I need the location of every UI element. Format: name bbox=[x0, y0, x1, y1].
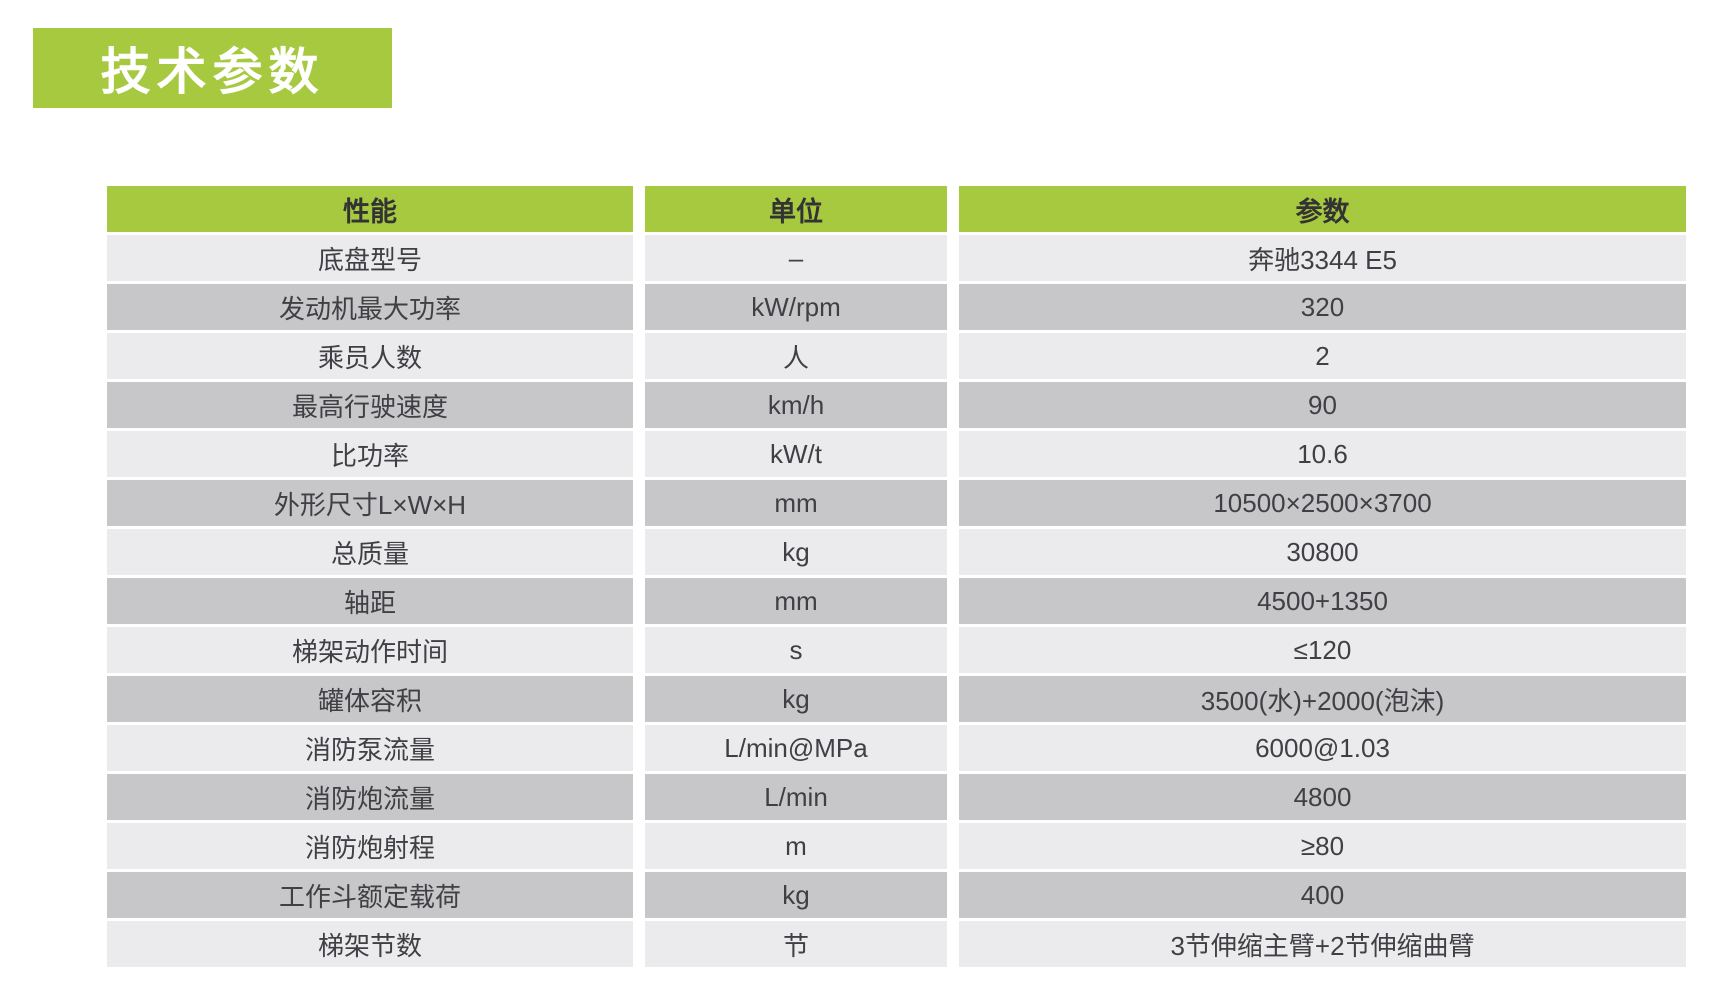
section-title-badge: 技术参数 bbox=[33, 28, 392, 108]
spec-row-5-label: 比功率 bbox=[107, 431, 633, 477]
spec-row-2-label: 发动机最大功率 bbox=[107, 284, 633, 330]
spec-row-2-value: 320 bbox=[959, 284, 1686, 330]
spec-row-15-label: 梯架节数 bbox=[107, 921, 633, 967]
spec-row-1-unit: – bbox=[645, 235, 947, 281]
spec-row-4-unit: km/h bbox=[645, 382, 947, 428]
spec-row-10-label: 罐体容积 bbox=[107, 676, 633, 722]
spec-row-10-value: 3500(水)+2000(泡沫) bbox=[959, 676, 1686, 722]
spec-row-11-unit: L/min@MPa bbox=[645, 725, 947, 771]
spec-row-1-label: 底盘型号 bbox=[107, 235, 633, 281]
spec-row-6-value: 10500×2500×3700 bbox=[959, 480, 1686, 526]
spec-row-8-label: 轴距 bbox=[107, 578, 633, 624]
spec-row-12-value: 4800 bbox=[959, 774, 1686, 820]
spec-row-6-unit: mm bbox=[645, 480, 947, 526]
spec-row-3-value: 2 bbox=[959, 333, 1686, 379]
spec-row-13-value: ≥80 bbox=[959, 823, 1686, 869]
spec-row-15-value: 3节伸缩主臂+2节伸缩曲臂 bbox=[959, 921, 1686, 967]
spec-row-13-label: 消防炮射程 bbox=[107, 823, 633, 869]
spec-row-15-unit: 节 bbox=[645, 921, 947, 967]
spec-row-7-unit: kg bbox=[645, 529, 947, 575]
spec-row-9-value: ≤120 bbox=[959, 627, 1686, 673]
spec-row-14-unit: kg bbox=[645, 872, 947, 918]
spec-row-5-unit: kW/t bbox=[645, 431, 947, 477]
spec-row-5-value: 10.6 bbox=[959, 431, 1686, 477]
spec-row-13-unit: m bbox=[645, 823, 947, 869]
spec-row-11-value: 6000@1.03 bbox=[959, 725, 1686, 771]
spec-row-9-label: 梯架动作时间 bbox=[107, 627, 633, 673]
spec-row-7-label: 总质量 bbox=[107, 529, 633, 575]
spec-row-14-label: 工作斗额定载荷 bbox=[107, 872, 633, 918]
spec-row-7-value: 30800 bbox=[959, 529, 1686, 575]
spec-row-3-label: 乘员人数 bbox=[107, 333, 633, 379]
spec-row-3-unit: 人 bbox=[645, 333, 947, 379]
column-header-unit: 单位 bbox=[645, 186, 947, 232]
column-header-performance: 性能 bbox=[107, 186, 633, 232]
spec-row-11-label: 消防泵流量 bbox=[107, 725, 633, 771]
spec-row-14-value: 400 bbox=[959, 872, 1686, 918]
spec-row-4-label: 最高行驶速度 bbox=[107, 382, 633, 428]
spec-row-2-unit: kW/rpm bbox=[645, 284, 947, 330]
spec-row-4-value: 90 bbox=[959, 382, 1686, 428]
section-title: 技术参数 bbox=[100, 44, 325, 100]
spec-row-8-unit: mm bbox=[645, 578, 947, 624]
spec-row-9-unit: s bbox=[645, 627, 947, 673]
spec-row-12-unit: L/min bbox=[645, 774, 947, 820]
column-header-parameter: 参数 bbox=[959, 186, 1686, 232]
spec-table: 性能 单位 参数 底盘型号 – 奔驰3344 E5 发动机最大功率 kW/rpm 320 乘… bbox=[107, 186, 1687, 967]
spec-row-8-value: 4500+1350 bbox=[959, 578, 1686, 624]
spec-row-6-label: 外形尺寸L×W×H bbox=[107, 480, 633, 526]
spec-row-10-unit: kg bbox=[645, 676, 947, 722]
spec-row-1-value: 奔驰3344 E5 bbox=[959, 235, 1686, 281]
spec-row-12-label: 消防炮流量 bbox=[107, 774, 633, 820]
